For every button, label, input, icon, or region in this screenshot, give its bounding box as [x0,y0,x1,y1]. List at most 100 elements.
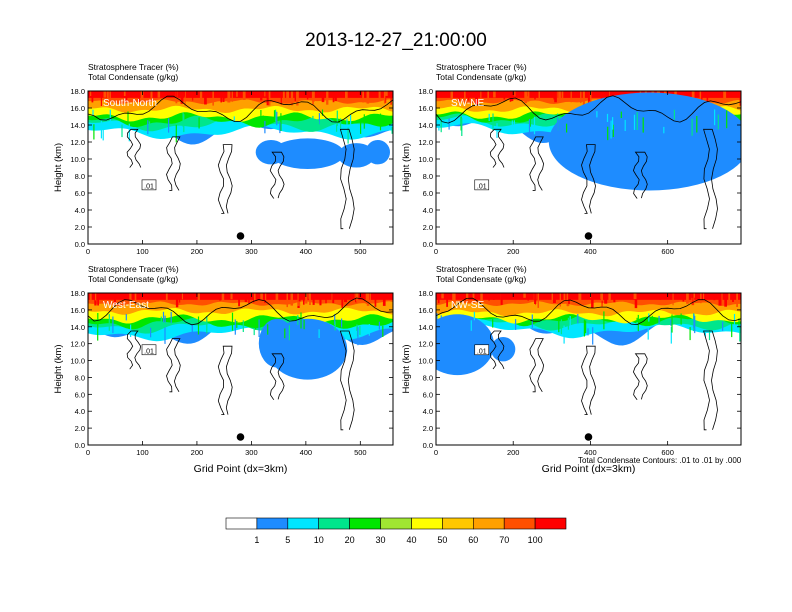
x-tick-label: 600 [661,247,674,256]
tracer-streak [461,118,463,136]
tracer-streak [633,114,636,130]
tracer-streak [450,91,453,100]
panel-field-label: Stratosphere Tracer (%) [88,62,179,72]
tracer-streak [608,293,611,302]
tracer-streak [674,116,676,129]
tracer-streak [264,91,266,97]
tracer-streak [724,293,727,307]
tracer-streak [603,293,605,300]
colorbar-label: 40 [406,535,416,545]
colorbar-swatch [534,517,567,530]
axes-frame [435,292,742,446]
tracer-streak [670,326,672,344]
tracer-streak [286,91,289,99]
tracer-streak [175,293,179,308]
tracer-streak [480,91,482,100]
contour-label: .01 [477,183,487,190]
tracer-streak [92,109,94,117]
y-tick-label: 4.0 [423,407,433,416]
panel-title: NW-SE [451,300,484,311]
tracer-streak [437,293,440,304]
x-tick-label: 0 [434,247,438,256]
x-tick-label: 300 [245,247,258,256]
tracer-streak [703,293,705,302]
contour-label-box [474,344,490,356]
tracer-streak [736,293,738,307]
tracer-streak [738,318,740,328]
tracer-streak [123,91,127,96]
location-marker [236,232,245,240]
tracer-streak [382,293,386,306]
tracer-streak [350,115,352,133]
tracer-streak [197,293,200,304]
x-tick-label: 300 [245,448,258,457]
location-marker [584,433,593,441]
tracer-streak [441,293,444,299]
tracer-streak [321,91,325,103]
tracer-streak [651,315,653,324]
tracer-streak [303,320,305,330]
tracer-streak [382,325,384,337]
tracer-streak [583,319,585,337]
tracer-blob [338,143,375,168]
tracer-streak [341,293,344,308]
tracer-streak [693,314,695,328]
tracer-streak [553,91,555,100]
contour-line [217,345,233,415]
tracer-streak [341,318,343,328]
tracer-streak [362,91,364,103]
tracer-streak [677,91,679,98]
tracer-streak [587,328,589,336]
contour-line [703,330,718,431]
tracer-streak [718,293,722,306]
tracer-streak [696,116,698,133]
tracer-streak [238,293,240,307]
tracer-streak [739,326,741,342]
tracer-streak [345,91,348,101]
contour-line [581,345,596,415]
tracer-streak [180,91,184,104]
tracer-streak [717,114,719,130]
condensate-contours [436,95,741,230]
tracer-streak [563,293,566,303]
tracer-streak [721,293,723,303]
tracer-streak [350,293,352,299]
tracer-streak [739,91,741,106]
tracer-streak [223,91,226,99]
y-tick-label: 16.0 [70,104,85,113]
tracer-streak [658,315,660,325]
tracer-streak [197,316,200,335]
tracer-streak [248,293,250,305]
tracer-blob [436,314,494,376]
colorbar-label: 20 [345,535,355,545]
tracer-streak [714,109,716,126]
tracer-streak [300,91,303,97]
tracer-streak [336,124,338,132]
tracer-streak [121,124,123,138]
contour-line [436,297,741,326]
tracer-streak [460,116,462,131]
tracer-streak [592,327,594,345]
tracer-streak [531,314,533,328]
tracer-streak [659,293,662,300]
y-tick-label: 10.0 [418,155,433,164]
tracer-streak [671,314,673,333]
tracer-streak [559,293,561,307]
contour-line [339,330,355,431]
tracer-streak [636,322,638,332]
tracer-streak [577,314,579,324]
y-tick-label: 16.0 [70,306,85,315]
x-tick-label: 400 [584,448,597,457]
y-tick-label: 8.0 [75,172,85,181]
x-tick-label: 500 [354,247,367,256]
contour-line [489,330,505,370]
tracer-streak [554,91,557,103]
tracer-streak [563,325,565,344]
tracer-field [88,91,393,230]
tracer-streak [234,319,236,335]
y-tick-label: 10.0 [70,357,85,366]
tracer-streak [385,91,388,96]
tracer-streak [162,311,165,323]
tracer-blob [365,140,390,165]
y-tick-label: 14.0 [418,323,433,332]
